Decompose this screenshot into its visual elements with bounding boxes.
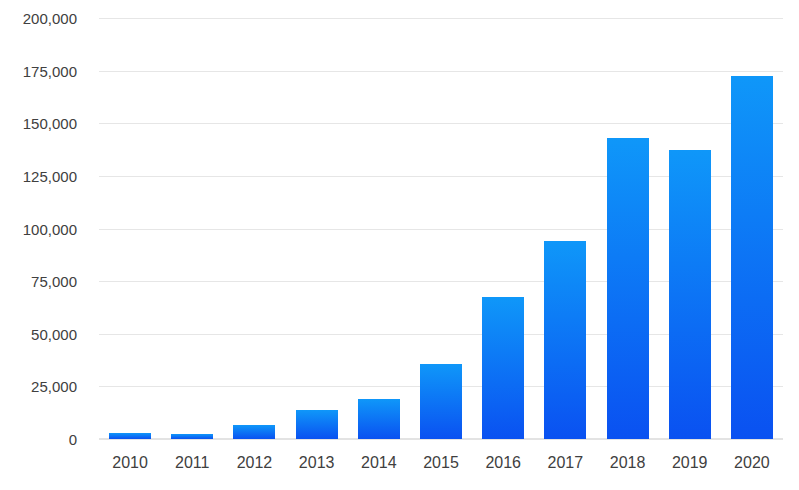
bar-2013[interactable]	[296, 410, 338, 439]
y-gridline	[99, 123, 783, 124]
bar-2018[interactable]	[607, 138, 649, 439]
x-tick-label: 2018	[597, 453, 659, 473]
x-tick-label: 2019	[659, 453, 721, 473]
x-tick-label: 2020	[721, 453, 783, 473]
bar-chart: 0 25,000 50,000 75,000 100,000 125,000 150,000…	[0, 0, 799, 490]
x-tick-label: 2010	[99, 453, 161, 473]
x-tick-label: 2014	[348, 453, 410, 473]
y-tick-label: 200,000	[0, 11, 77, 26]
bar-2017[interactable]	[544, 241, 586, 439]
y-tick-label: 50,000	[0, 326, 77, 341]
y-gridline	[99, 18, 783, 19]
bar-2020[interactable]	[731, 76, 773, 439]
y-tick-label: 75,000	[0, 274, 77, 289]
y-tick-label: 100,000	[0, 221, 77, 236]
bar-2012[interactable]	[233, 425, 275, 439]
bar-2011[interactable]	[171, 434, 213, 439]
x-tick-label: 2017	[534, 453, 596, 473]
y-tick-label: 150,000	[0, 116, 77, 131]
bar-2019[interactable]	[669, 150, 711, 439]
bar-2016[interactable]	[482, 297, 524, 439]
y-gridline	[99, 71, 783, 72]
y-tick-label: 0	[0, 432, 77, 447]
x-tick-label: 2013	[286, 453, 348, 473]
bar-2015[interactable]	[420, 364, 462, 439]
x-tick-label: 2011	[161, 453, 223, 473]
bar-2010[interactable]	[109, 433, 151, 439]
x-tick-label: 2016	[472, 453, 534, 473]
y-tick-label: 175,000	[0, 63, 77, 78]
y-tick-label: 25,000	[0, 379, 77, 394]
bar-2014[interactable]	[358, 399, 400, 439]
x-tick-label: 2015	[410, 453, 472, 473]
x-tick-label: 2012	[223, 453, 285, 473]
plot-area	[99, 18, 783, 439]
y-tick-label: 125,000	[0, 168, 77, 183]
